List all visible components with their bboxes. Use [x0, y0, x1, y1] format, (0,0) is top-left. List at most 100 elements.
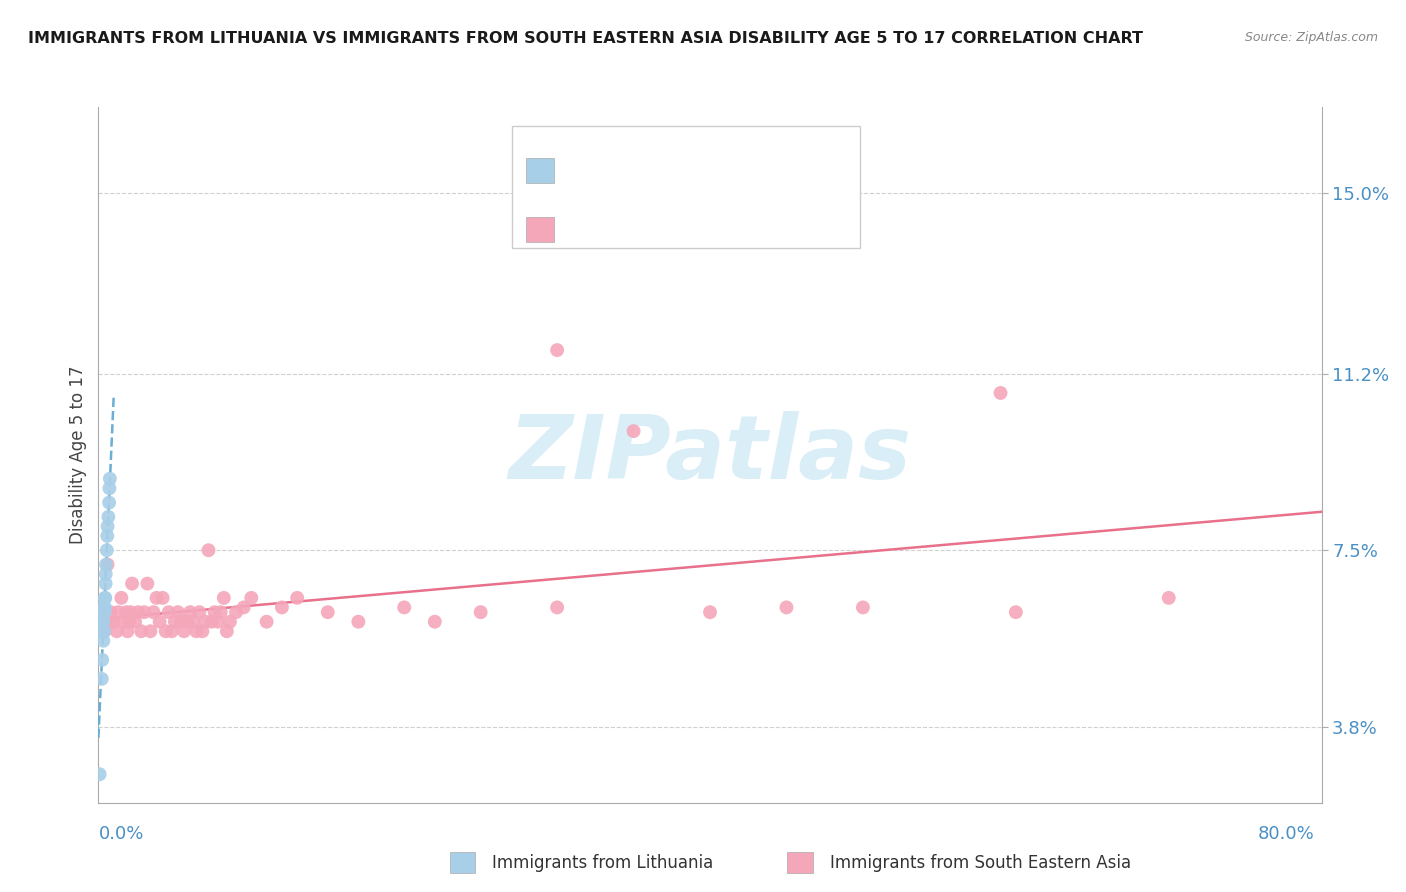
Text: 80.0%: 80.0% — [1258, 825, 1315, 843]
Point — [470, 605, 492, 619]
Point — [98, 495, 121, 509]
Text: Source: ZipAtlas.com: Source: ZipAtlas.com — [1244, 31, 1378, 45]
Point — [1157, 591, 1180, 605]
Point — [93, 605, 115, 619]
Point — [97, 519, 120, 533]
Point — [152, 591, 174, 605]
Point — [94, 576, 117, 591]
Point — [225, 605, 247, 619]
Point — [136, 576, 159, 591]
Point — [121, 576, 143, 591]
Point — [142, 605, 165, 619]
Point — [93, 600, 115, 615]
Text: ZIPatlas: ZIPatlas — [509, 411, 911, 499]
Point — [204, 605, 226, 619]
Point — [191, 624, 214, 639]
Point — [97, 558, 120, 572]
Point — [93, 615, 115, 629]
Point — [149, 615, 172, 629]
Point — [91, 605, 114, 619]
Point — [98, 472, 121, 486]
Point — [163, 615, 186, 629]
Point — [155, 624, 177, 639]
Point — [240, 591, 263, 605]
Text: Immigrants from South Eastern Asia: Immigrants from South Eastern Asia — [830, 854, 1130, 871]
Point — [392, 600, 416, 615]
Point — [173, 624, 195, 639]
Point — [139, 624, 162, 639]
Point — [188, 605, 211, 619]
Point — [207, 615, 229, 629]
Point — [219, 615, 242, 629]
Point — [98, 615, 121, 629]
Point — [181, 615, 204, 629]
Point — [94, 600, 117, 615]
Point — [316, 605, 339, 619]
Point — [91, 633, 114, 648]
Point — [97, 509, 120, 524]
Point — [94, 567, 117, 582]
Point — [170, 615, 193, 629]
Point — [197, 543, 219, 558]
Point — [200, 615, 222, 629]
Point — [96, 543, 118, 558]
Point — [118, 615, 141, 629]
Text: R = 0.056: R = 0.056 — [561, 218, 659, 235]
Point — [89, 767, 111, 781]
Point — [110, 591, 132, 605]
Text: Immigrants from Lithuania: Immigrants from Lithuania — [492, 854, 713, 871]
Point — [129, 624, 152, 639]
Point — [623, 424, 645, 438]
Point — [285, 591, 308, 605]
Point — [103, 615, 125, 629]
Point — [91, 653, 114, 667]
Point — [89, 605, 111, 619]
Point — [179, 605, 201, 619]
Point — [699, 605, 721, 619]
Point — [212, 591, 235, 605]
Point — [157, 605, 180, 619]
Point — [93, 624, 115, 639]
Point — [546, 600, 568, 615]
Point — [256, 615, 278, 629]
Point — [186, 624, 208, 639]
Text: 0.0%: 0.0% — [98, 825, 143, 843]
Point — [209, 605, 232, 619]
Point — [347, 615, 370, 629]
Point — [546, 343, 568, 357]
Point — [852, 600, 875, 615]
Point — [93, 624, 115, 639]
Point — [90, 672, 112, 686]
Point — [91, 615, 114, 629]
Point — [176, 615, 198, 629]
Point — [98, 481, 121, 495]
Point — [90, 624, 112, 639]
Point — [94, 558, 117, 572]
Text: N = 25: N = 25 — [676, 159, 744, 177]
Point — [90, 605, 112, 619]
Point — [107, 605, 129, 619]
Point — [94, 591, 117, 605]
Point — [115, 605, 138, 619]
Point — [145, 591, 167, 605]
Point — [96, 529, 118, 543]
Point — [120, 605, 142, 619]
Point — [232, 600, 254, 615]
Point — [111, 615, 134, 629]
Text: R = 0.540: R = 0.540 — [561, 159, 659, 177]
Text: IMMIGRANTS FROM LITHUANIA VS IMMIGRANTS FROM SOUTH EASTERN ASIA DISABILITY AGE 5: IMMIGRANTS FROM LITHUANIA VS IMMIGRANTS … — [28, 31, 1143, 46]
Point — [100, 605, 122, 619]
Point — [134, 605, 156, 619]
Point — [167, 605, 190, 619]
Point — [990, 386, 1012, 401]
Text: N = 65: N = 65 — [676, 218, 744, 235]
Point — [117, 624, 139, 639]
Point — [194, 615, 217, 629]
Point — [124, 615, 146, 629]
Point — [270, 600, 292, 615]
Point — [127, 605, 149, 619]
Point — [1004, 605, 1026, 619]
Y-axis label: Disability Age 5 to 17: Disability Age 5 to 17 — [69, 366, 87, 544]
Point — [160, 624, 183, 639]
Point — [775, 600, 797, 615]
